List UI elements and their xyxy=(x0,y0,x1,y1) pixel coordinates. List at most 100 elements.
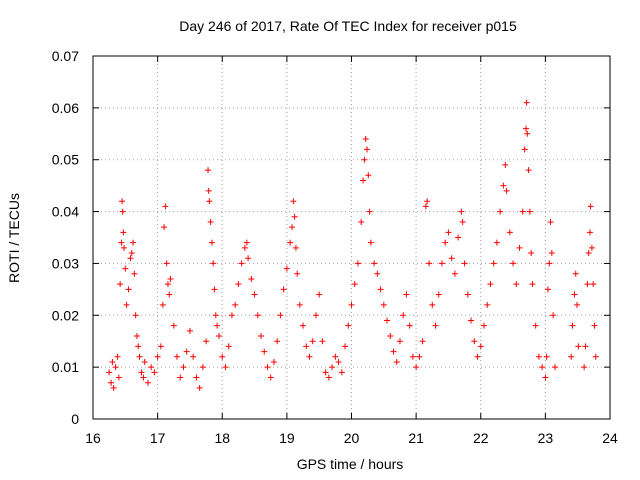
data-point xyxy=(322,369,329,376)
x-axis-label: GPS time / hours xyxy=(297,456,404,472)
data-point xyxy=(426,260,433,267)
data-point xyxy=(125,286,132,293)
data-point xyxy=(193,374,200,381)
data-point xyxy=(232,301,239,308)
data-point xyxy=(552,364,559,371)
data-point xyxy=(108,379,115,386)
x-tick-label: 19 xyxy=(279,430,295,446)
data-point xyxy=(459,218,466,225)
data-point xyxy=(216,333,223,340)
data-point xyxy=(180,364,187,371)
data-point xyxy=(119,208,126,215)
data-point xyxy=(358,218,365,225)
data-point xyxy=(303,343,310,350)
data-point xyxy=(190,353,197,360)
x-tick-label: 21 xyxy=(408,430,424,446)
y-tick-labels: 0 0.01 0.02 0.03 0.04 0.05 0.06 0.07 xyxy=(52,48,79,427)
data-point xyxy=(222,364,229,371)
data-point xyxy=(374,270,381,277)
data-point xyxy=(157,343,164,350)
data-point xyxy=(354,260,361,267)
data-point xyxy=(291,213,298,220)
data-point xyxy=(163,260,170,267)
data-point xyxy=(365,172,372,179)
data-point xyxy=(484,301,491,308)
data-point xyxy=(429,301,436,308)
data-point xyxy=(490,260,497,267)
data-point xyxy=(177,374,184,381)
grid-lines xyxy=(93,56,610,419)
data-point xyxy=(400,312,407,319)
data-point xyxy=(526,208,533,215)
data-point xyxy=(360,177,367,184)
data-point xyxy=(329,364,336,371)
data-point xyxy=(497,208,504,215)
data-point xyxy=(569,322,576,329)
data-point xyxy=(121,244,128,251)
data-point xyxy=(159,301,166,308)
data-point xyxy=(362,135,369,142)
data-point xyxy=(451,270,458,277)
data-point xyxy=(584,281,591,288)
data-point xyxy=(296,301,303,308)
chart-title: Day 246 of 2017, Rate Of TEC Index for r… xyxy=(179,18,517,34)
data-point xyxy=(148,364,155,371)
data-point xyxy=(264,364,271,371)
data-point xyxy=(130,239,137,246)
x-tick-labels: 16 17 18 19 20 21 22 23 24 xyxy=(85,430,618,446)
data-point xyxy=(588,244,595,251)
data-point xyxy=(241,244,248,251)
data-point xyxy=(585,250,592,257)
data-point xyxy=(258,333,265,340)
data-point xyxy=(543,353,550,360)
data-point xyxy=(118,239,125,246)
data-point xyxy=(471,338,478,345)
data-point xyxy=(539,364,546,371)
data-point xyxy=(506,229,513,236)
data-point xyxy=(238,260,245,267)
data-point xyxy=(455,234,462,241)
data-point xyxy=(154,353,161,360)
data-point xyxy=(586,229,593,236)
data-point xyxy=(141,358,148,365)
data-point xyxy=(133,333,140,340)
data-point xyxy=(280,286,287,293)
data-point xyxy=(535,353,542,360)
data-point xyxy=(522,125,529,132)
data-point xyxy=(468,317,475,324)
data-point xyxy=(574,301,581,308)
data-point xyxy=(480,322,487,329)
data-point xyxy=(183,348,190,355)
data-point xyxy=(500,182,507,189)
data-point xyxy=(174,353,181,360)
data-point xyxy=(393,358,400,365)
data-point xyxy=(348,301,355,308)
data-point xyxy=(442,239,449,246)
data-point xyxy=(132,312,139,319)
data-point xyxy=(406,322,413,329)
data-point xyxy=(208,239,215,246)
data-point xyxy=(409,353,416,360)
data-point xyxy=(332,353,339,360)
data-point xyxy=(550,312,557,319)
data-point xyxy=(106,369,113,376)
data-point xyxy=(335,358,342,365)
x-tick-label: 16 xyxy=(85,430,101,446)
data-point xyxy=(164,281,171,288)
data-point xyxy=(590,281,597,288)
data-point xyxy=(424,198,431,205)
data-point xyxy=(136,353,143,360)
data-point xyxy=(371,260,378,267)
data-point xyxy=(228,312,235,319)
data-point xyxy=(203,338,210,345)
data-point xyxy=(261,348,268,355)
data-point xyxy=(435,291,442,298)
x-tick-label: 20 xyxy=(344,430,360,446)
data-point xyxy=(525,167,532,174)
data-point xyxy=(122,265,129,272)
data-point xyxy=(300,322,307,329)
data-point xyxy=(445,229,452,236)
data-points xyxy=(106,99,599,391)
data-point xyxy=(342,343,349,350)
data-point xyxy=(319,338,326,345)
